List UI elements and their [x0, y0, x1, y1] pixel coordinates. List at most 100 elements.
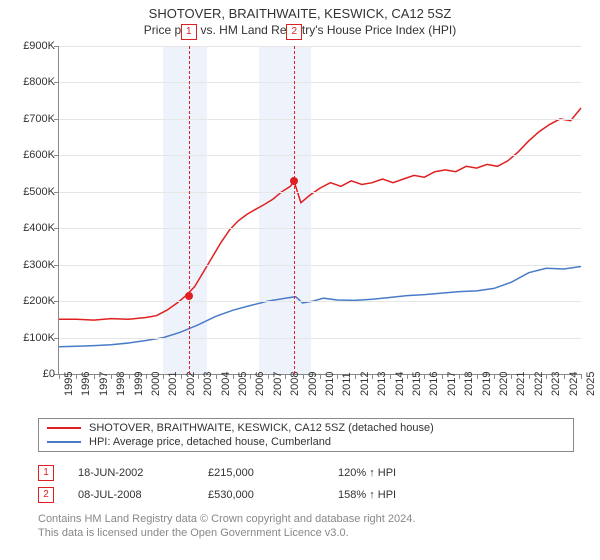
x-tick — [285, 374, 286, 379]
x-axis-label: 2004 — [220, 372, 232, 396]
y-axis-label: £600K — [5, 149, 55, 161]
x-tick — [581, 374, 582, 379]
sale-price-2: £530,000 — [208, 489, 338, 501]
x-axis-label: 2008 — [289, 372, 301, 396]
x-axis-label: 2024 — [568, 372, 580, 396]
x-tick — [546, 374, 547, 379]
chart-svg — [59, 46, 581, 374]
gridline — [59, 338, 581, 339]
y-axis-label: £300K — [5, 259, 55, 271]
x-tick — [477, 374, 478, 379]
x-tick — [459, 374, 460, 379]
footer-line-1: Contains HM Land Registry data © Crown c… — [38, 512, 572, 526]
x-axis-label: 2022 — [533, 372, 545, 396]
series-property-line — [59, 108, 581, 320]
x-tick — [181, 374, 182, 379]
gridline — [59, 119, 581, 120]
sale-date-1: 18-JUN-2002 — [78, 467, 208, 479]
x-axis-label: 1997 — [98, 372, 110, 396]
y-axis-label: £0 — [5, 368, 55, 380]
y-axis-label: £500K — [5, 186, 55, 198]
x-tick — [407, 374, 408, 379]
x-tick — [233, 374, 234, 379]
x-tick — [76, 374, 77, 379]
x-tick — [320, 374, 321, 379]
footer-line-2: This data is licensed under the Open Gov… — [38, 526, 572, 540]
x-tick — [337, 374, 338, 379]
footer: Contains HM Land Registry data © Crown c… — [38, 512, 572, 541]
chart-title: SHOTOVER, BRAITHWAITE, KESWICK, CA12 5SZ — [0, 0, 600, 21]
x-tick — [424, 374, 425, 379]
gridline — [59, 46, 581, 47]
y-axis-label: £900K — [5, 40, 55, 52]
x-axis-label: 2011 — [341, 372, 353, 396]
x-tick — [163, 374, 164, 379]
sale-guideline — [189, 46, 190, 374]
x-tick — [146, 374, 147, 379]
series-hpi-line — [59, 267, 581, 347]
x-tick — [390, 374, 391, 379]
sale-guideline — [294, 46, 295, 374]
legend-label-hpi: HPI: Average price, detached house, Cumb… — [89, 436, 331, 448]
gridline — [59, 82, 581, 83]
gridline — [59, 265, 581, 266]
y-axis-label: £100K — [5, 332, 55, 344]
y-axis-label: £700K — [5, 113, 55, 125]
gridline — [59, 228, 581, 229]
x-tick — [303, 374, 304, 379]
legend-label-property: SHOTOVER, BRAITHWAITE, KESWICK, CA12 5SZ… — [89, 422, 434, 434]
x-axis-label: 1995 — [63, 372, 75, 396]
x-tick — [564, 374, 565, 379]
x-tick — [111, 374, 112, 379]
x-axis-label: 2014 — [394, 372, 406, 396]
x-axis-label: 2015 — [411, 372, 423, 396]
x-axis-label: 2016 — [428, 372, 440, 396]
legend: SHOTOVER, BRAITHWAITE, KESWICK, CA12 5SZ… — [38, 418, 574, 452]
sale-hpi-1: 120% ↑ HPI — [338, 467, 468, 479]
x-tick — [529, 374, 530, 379]
x-tick — [94, 374, 95, 379]
y-axis-label: £200K — [5, 295, 55, 307]
x-tick — [59, 374, 60, 379]
x-tick — [198, 374, 199, 379]
x-tick — [216, 374, 217, 379]
y-axis-label: £400K — [5, 222, 55, 234]
x-axis-label: 2025 — [585, 372, 597, 396]
figure: SHOTOVER, BRAITHWAITE, KESWICK, CA12 5SZ… — [0, 0, 600, 560]
sale-point — [185, 292, 193, 300]
x-tick — [494, 374, 495, 379]
sale-price-1: £215,000 — [208, 467, 338, 479]
chart-plot-area: £0£100K£200K£300K£400K£500K£600K£700K£80… — [58, 46, 581, 375]
sale-date-2: 08-JUL-2008 — [78, 489, 208, 501]
x-axis-label: 2005 — [237, 372, 249, 396]
gridline — [59, 192, 581, 193]
legend-item-hpi: HPI: Average price, detached house, Cumb… — [39, 435, 573, 449]
x-axis-label: 2007 — [272, 372, 284, 396]
legend-swatch-property — [47, 427, 81, 429]
x-axis-label: 2002 — [185, 372, 197, 396]
x-axis-label: 2012 — [359, 372, 371, 396]
x-tick — [511, 374, 512, 379]
x-axis-label: 2006 — [254, 372, 266, 396]
sale-row-1: 1 18-JUN-2002 £215,000 120% ↑ HPI — [38, 462, 572, 484]
legend-swatch-hpi — [47, 441, 81, 443]
x-axis-label: 2023 — [550, 372, 562, 396]
x-axis-label: 2000 — [150, 372, 162, 396]
sale-row-2: 2 08-JUL-2008 £530,000 158% ↑ HPI — [38, 484, 572, 506]
x-tick — [250, 374, 251, 379]
x-axis-label: 2021 — [515, 372, 527, 396]
x-tick — [129, 374, 130, 379]
x-axis-label: 2009 — [307, 372, 319, 396]
x-axis-label: 1998 — [115, 372, 127, 396]
x-axis-label: 2013 — [376, 372, 388, 396]
x-tick — [268, 374, 269, 379]
sale-marker-label: 1 — [181, 24, 197, 40]
x-tick — [372, 374, 373, 379]
sale-marker-2: 2 — [38, 487, 54, 503]
x-axis-label: 2017 — [446, 372, 458, 396]
x-axis-label: 2010 — [324, 372, 336, 396]
legend-item-property: SHOTOVER, BRAITHWAITE, KESWICK, CA12 5SZ… — [39, 421, 573, 435]
y-axis-label: £800K — [5, 76, 55, 88]
x-tick — [442, 374, 443, 379]
x-axis-label: 2020 — [498, 372, 510, 396]
